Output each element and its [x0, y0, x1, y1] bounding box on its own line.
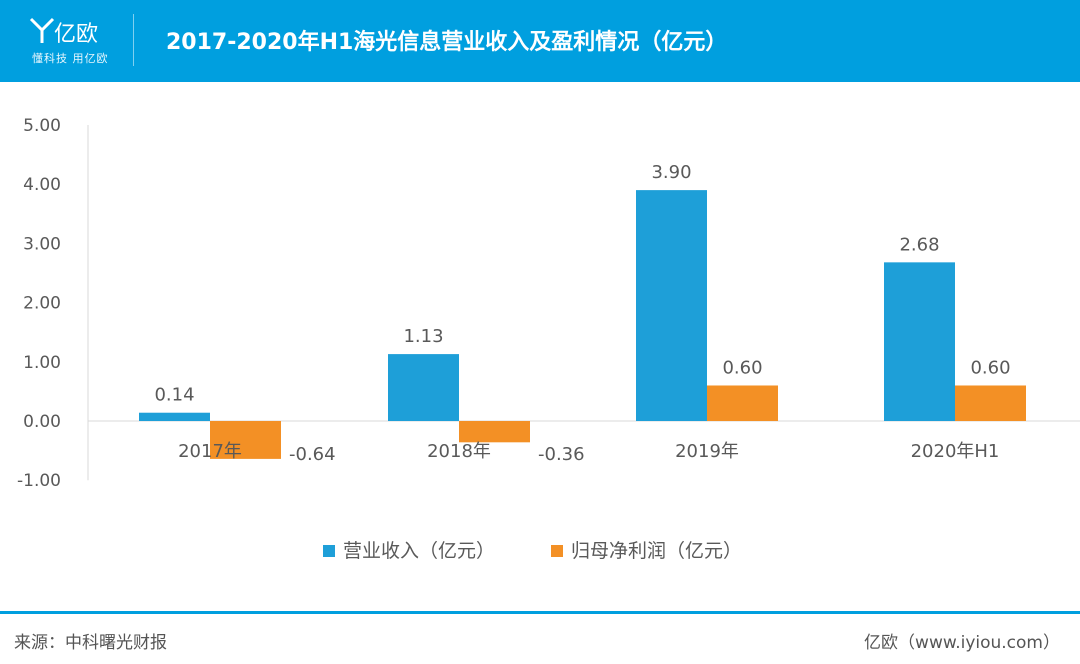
revenue-bar	[884, 262, 955, 421]
profit-bar	[707, 385, 778, 421]
profit-bar	[459, 421, 530, 443]
revenue-bar	[388, 354, 459, 421]
data-label: 0.60	[722, 357, 762, 378]
data-label: 3.90	[651, 162, 691, 183]
y-tick-label: 3.00	[23, 234, 61, 254]
profit-bar	[210, 421, 281, 459]
brand-slogan: 懂科技 用亿欧	[32, 52, 109, 65]
logo-mark-icon	[29, 17, 55, 43]
y-tick-label: 5.00	[23, 116, 61, 136]
legend-swatch	[323, 545, 335, 557]
y-tick-label: 2.00	[23, 294, 61, 314]
data-label: 0.60	[970, 357, 1010, 378]
legend-label: 归母净利润（亿元）	[571, 540, 742, 562]
x-tick-label: 2020年H1	[911, 441, 1000, 462]
data-label: 1.13	[403, 326, 443, 347]
legend: 营业收入（亿元） 归母净利润（亿元）	[323, 540, 742, 562]
data-label: -0.64	[289, 444, 336, 465]
y-axis: -1.00 0.00 1.00 2.00 3.00 4.00 5.00	[17, 116, 61, 491]
header-bar: 亿欧 懂科技 用亿欧 2017-2020年H1海光信息营业收入及盈利情况（亿元）	[0, 0, 1080, 82]
brand-logo: 亿欧 懂科技 用亿欧	[22, 10, 122, 72]
chart-title: 2017-2020年H1海光信息营业收入及盈利情况（亿元）	[166, 30, 728, 55]
legend-swatch	[551, 545, 563, 557]
data-label: 2.68	[899, 234, 939, 255]
x-tick-label: 2019年	[675, 441, 739, 462]
data-label: -0.36	[538, 444, 585, 465]
brand-name: 亿欧	[54, 22, 99, 47]
bar-chart: -1.00 0.00 1.00 2.00 3.00 4.00 5.00 0.14 1.13 3.…	[17, 116, 1080, 562]
footer-divider	[0, 611, 1080, 614]
header-divider	[133, 14, 134, 66]
x-tick-label: 2017年	[178, 441, 242, 462]
profit-bar	[955, 385, 1026, 421]
x-axis-labels: 2017年 2018年 2019年 2020年H1	[178, 441, 999, 462]
y-tick-label: 0.00	[23, 412, 61, 432]
bars-group: 0.14 1.13 3.90 2.68 -0.64 -0.36 0.60 0.60	[139, 162, 1026, 465]
y-tick-label: 1.00	[23, 353, 61, 373]
source-note: 来源：中科曙光财报	[14, 633, 167, 653]
legend-label: 营业收入（亿元）	[343, 540, 495, 562]
site-credit: 亿欧（www.iyiou.com）	[864, 633, 1060, 653]
data-label: 0.14	[154, 385, 194, 406]
x-tick-label: 2018年	[427, 441, 491, 462]
y-tick-label: 4.00	[23, 175, 61, 195]
revenue-bar	[139, 412, 210, 421]
revenue-bar	[636, 190, 707, 421]
y-tick-label: -1.00	[17, 471, 61, 491]
